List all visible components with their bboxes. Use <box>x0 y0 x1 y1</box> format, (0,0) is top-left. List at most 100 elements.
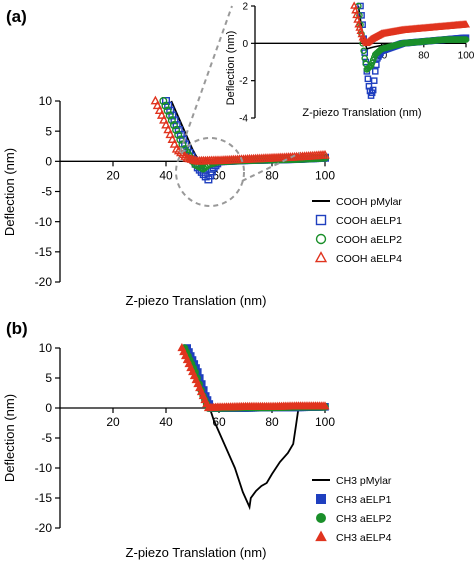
inset-y-tick-label: -2 <box>239 76 248 87</box>
b-y-tick-label: 0 <box>45 401 52 415</box>
a-series-cooh-aelp1-point <box>204 175 213 184</box>
a-series-cooh-aelp4-point <box>169 139 180 148</box>
b-x-axis-label: Z-piezo Translation (nm) <box>126 545 267 560</box>
a-y-axis-label: Deflection (nm) <box>2 148 17 236</box>
inset-y-tick-label: -4 <box>239 114 248 125</box>
a-legend-entry-2-swatch <box>315 214 327 226</box>
a-series-cooh-aelp4-point <box>159 114 169 124</box>
inset-series-cooh-aelp1-point <box>364 75 372 83</box>
a-y-tick-label: -10 <box>35 215 53 229</box>
b-y-axis-label: Deflection (nm) <box>2 394 17 482</box>
b-x-tick-label: 80 <box>265 415 279 429</box>
a-series-cooh-aelp2-point <box>174 130 183 139</box>
a-legend-entry-4-swatch <box>314 251 328 263</box>
b-x-tick-label: 100 <box>315 415 335 429</box>
b-series-ch3-pmylar-line <box>183 347 325 511</box>
a-legend-entry-3-label: COOH aELP2 <box>336 234 402 246</box>
a-legend-entry-3-swatch <box>315 233 327 245</box>
inset-series-cooh-aelp2-point <box>360 47 367 55</box>
inset-series-cooh-aelp4-point <box>461 20 471 28</box>
a-series-cooh-aelp1-point <box>164 101 173 110</box>
panel-label-a: (a) <box>6 7 27 26</box>
b-y-tick-label: -20 <box>35 521 53 535</box>
b-y-tick-label: 5 <box>45 371 52 385</box>
a-y-tick-label: 10 <box>39 94 53 108</box>
a-series-cooh-aelp4 <box>150 95 330 165</box>
b-legend-entry-4-swatch <box>315 530 327 542</box>
a-legend-entry-2-label: COOH aELP1 <box>336 215 402 227</box>
a-series-cooh-aelp2-point <box>169 121 178 130</box>
a-y-tick-label: 5 <box>45 124 52 138</box>
inset-series-cooh-aelp1-point <box>371 68 379 75</box>
a-series-cooh-aelp2-point <box>165 111 174 120</box>
inset-series-cooh-aelp4 <box>350 1 471 47</box>
b-legend-entry-2-label: CH3 aELP1 <box>336 494 392 506</box>
a-y-tick-label: -5 <box>41 185 52 199</box>
b-y-tick-label: 10 <box>39 341 53 355</box>
zoom-annotation <box>175 5 301 207</box>
a-y-tick-label: -20 <box>35 275 53 289</box>
a-series-cooh-aelp2-point <box>163 106 172 115</box>
inset-y-tick-label: 0 <box>242 39 248 50</box>
a-series-cooh-aelp2-point <box>159 96 168 105</box>
b-legend-entry-2-swatch <box>316 494 326 504</box>
legend-b: CH3 pMylar CH3 aELP1 CH3 aELP2 CH3 aELP4 <box>312 475 392 544</box>
a-series-cooh-aelp1-point <box>172 121 181 130</box>
b-series-ch3-aelp4 <box>177 343 330 412</box>
a-x-tick-label: 20 <box>106 168 120 182</box>
a-series-cooh-aelp1-point <box>161 96 170 105</box>
zoom-line-right <box>241 152 301 182</box>
inset-series-cooh-aelp1-point <box>358 12 365 19</box>
a-series-cooh-aelp2-point <box>167 116 176 125</box>
inset-series-cooh-aelp1-point <box>369 86 377 94</box>
a-y-tick-label: 0 <box>45 155 52 169</box>
a-series-cooh-aelp2-point <box>161 101 170 110</box>
a-series-cooh-aelp4-point <box>154 105 165 114</box>
a-series-cooh-aelp4-point <box>165 129 176 139</box>
legend-a: COOH pMylar COOH aELP1 COOH aELP2 COOH aELP… <box>312 196 402 265</box>
inset-x-axis-label: Z-piezo Translation (nm) <box>302 107 421 119</box>
inset-series-cooh-aelp1-point <box>357 2 364 10</box>
b-legend-entry-3-swatch <box>316 513 326 523</box>
a-series-cooh-aelp2-point <box>172 125 181 134</box>
a-series-cooh-aelp4-point <box>150 95 161 105</box>
a-series-cooh-aelp4-point <box>161 119 171 129</box>
b-y-tick-label: -15 <box>35 491 53 505</box>
a-series-cooh-aelp1-point <box>206 171 215 180</box>
a-series-cooh-aelp1-point <box>176 130 185 139</box>
a-series-cooh-aelp4-point <box>156 110 167 119</box>
b-legend-entry-1-label: CH3 pMylar <box>336 475 392 487</box>
inset-y-axis-label: Deflection (nm) <box>225 31 237 106</box>
inset-series-cooh-aelp2-point <box>462 36 470 43</box>
a-x-tick-label: 80 <box>265 168 279 182</box>
a-legend-entry-4-label: COOH aELP4 <box>336 253 402 265</box>
b-x-tick-label: 20 <box>106 415 120 429</box>
inset-series-cooh-aelp1 <box>357 2 470 99</box>
b-y-tick-label: -5 <box>41 431 52 445</box>
a-series-cooh-aelp4-point <box>167 134 178 143</box>
inset-series-cooh-aelp1-point <box>370 77 378 84</box>
a-y-tick-label: -15 <box>35 245 53 259</box>
a-x-axis-label: Z-piezo Translation (nm) <box>126 293 267 308</box>
zoom-circle <box>175 137 245 207</box>
a-series-cooh-aelp4-point <box>163 124 173 134</box>
a-x-tick-label: 40 <box>159 168 173 182</box>
inset-x-tick-label: 80 <box>418 50 430 61</box>
inset-x-tick-label: 100 <box>458 50 474 61</box>
b-legend-entry-3-label: CH3 aELP2 <box>336 513 392 525</box>
a-series-cooh-aelp1-point <box>181 140 190 149</box>
a-series-cooh-aelp1-point <box>166 106 175 115</box>
b-series-ch3-aelp4-point <box>320 401 330 410</box>
a-series-cooh-aelp1-point <box>170 116 179 125</box>
a-x-tick-label: 100 <box>315 168 335 182</box>
a-series-cooh-aelp4-point <box>152 100 163 110</box>
b-legend-entry-4-label: CH3 aELP4 <box>336 532 392 544</box>
a-series-cooh-aelp1-point <box>168 111 177 120</box>
b-y-tick-label: -10 <box>35 461 53 475</box>
b-x-tick-label: 40 <box>159 415 173 429</box>
zoom-line-left <box>179 5 233 153</box>
